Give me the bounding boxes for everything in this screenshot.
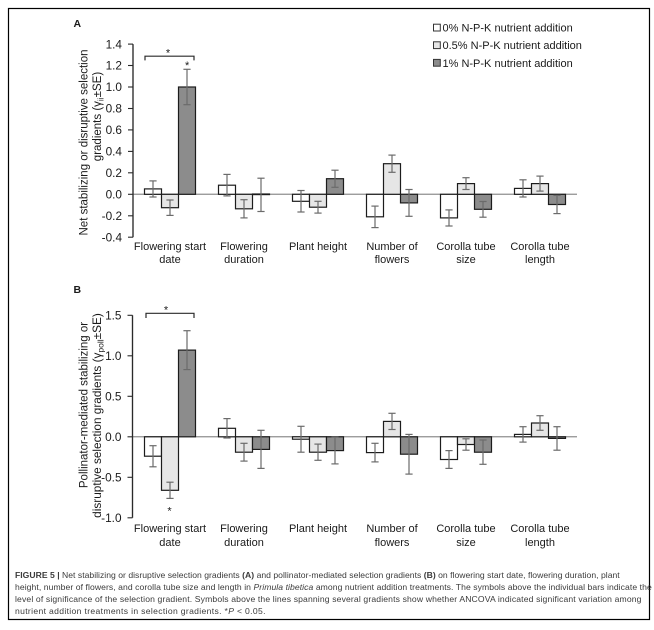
svg-text:*: * xyxy=(164,305,169,317)
svg-text:0% N-P-K nutrient addition: 0% N-P-K nutrient addition xyxy=(443,23,573,35)
svg-text:length: length xyxy=(525,537,555,549)
svg-text:Net stabilizing or disruptive: Net stabilizing or disruptive selection xyxy=(79,49,91,235)
svg-text:0.0: 0.0 xyxy=(106,188,123,202)
svg-text:-0.2: -0.2 xyxy=(102,209,122,223)
svg-text:*: * xyxy=(167,506,172,518)
svg-text:0.5% N-P-K nutrient addition: 0.5% N-P-K nutrient addition xyxy=(443,40,582,52)
svg-text:disruptive selection gradients: disruptive selection gradients (γpoll±SE… xyxy=(90,313,106,518)
svg-text:Plant height: Plant height xyxy=(289,241,347,253)
svg-text:-1.0: -1.0 xyxy=(101,511,122,525)
svg-text:Flowering start: Flowering start xyxy=(134,523,206,535)
svg-text:A: A xyxy=(74,18,82,30)
svg-text:Flowering: Flowering xyxy=(220,241,268,253)
svg-text:1.0: 1.0 xyxy=(106,80,123,94)
svg-text:0.6: 0.6 xyxy=(106,123,123,137)
svg-text:Flowering start: Flowering start xyxy=(134,241,206,253)
svg-text:Flowering: Flowering xyxy=(220,523,268,535)
svg-text:Corolla tube: Corolla tube xyxy=(510,241,569,253)
svg-text:-0.4: -0.4 xyxy=(102,230,123,244)
svg-text:gradients (γii±SE): gradients (γii±SE) xyxy=(92,72,106,162)
svg-text:*: * xyxy=(185,60,190,72)
svg-text:date: date xyxy=(159,537,180,549)
svg-text:Number of: Number of xyxy=(366,523,418,535)
svg-text:0.0: 0.0 xyxy=(105,430,122,444)
svg-text:date: date xyxy=(159,254,180,266)
svg-text:Corolla tube: Corolla tube xyxy=(436,241,495,253)
svg-text:0.2: 0.2 xyxy=(106,166,122,180)
svg-text:size: size xyxy=(456,537,476,549)
svg-text:0.5: 0.5 xyxy=(105,390,122,404)
svg-text:B: B xyxy=(74,284,82,296)
svg-text:*: * xyxy=(166,48,171,60)
svg-text:1.5: 1.5 xyxy=(105,309,122,323)
svg-text:Pollinator-mediated stabilizin: Pollinator-mediated stabilizing or xyxy=(79,322,91,488)
svg-text:Plant height: Plant height xyxy=(289,523,347,535)
svg-text:length: length xyxy=(525,254,555,266)
svg-text:0.8: 0.8 xyxy=(106,102,123,116)
svg-text:Corolla tube: Corolla tube xyxy=(510,523,569,535)
svg-text:duration: duration xyxy=(224,537,264,549)
svg-text:duration: duration xyxy=(224,254,264,266)
svg-text:flowers: flowers xyxy=(375,537,410,549)
svg-text:1.4: 1.4 xyxy=(106,37,123,51)
svg-text:-0.5: -0.5 xyxy=(101,471,122,485)
svg-text:size: size xyxy=(456,254,476,266)
svg-text:1.0: 1.0 xyxy=(105,349,122,363)
svg-text:Number of: Number of xyxy=(366,241,418,253)
svg-text:1% N-P-K nutrient addition: 1% N-P-K nutrient addition xyxy=(443,58,573,70)
svg-text:0.4: 0.4 xyxy=(106,145,123,159)
svg-text:1.2: 1.2 xyxy=(106,59,122,73)
svg-text:flowers: flowers xyxy=(375,254,410,266)
svg-text:Corolla tube: Corolla tube xyxy=(436,523,495,535)
